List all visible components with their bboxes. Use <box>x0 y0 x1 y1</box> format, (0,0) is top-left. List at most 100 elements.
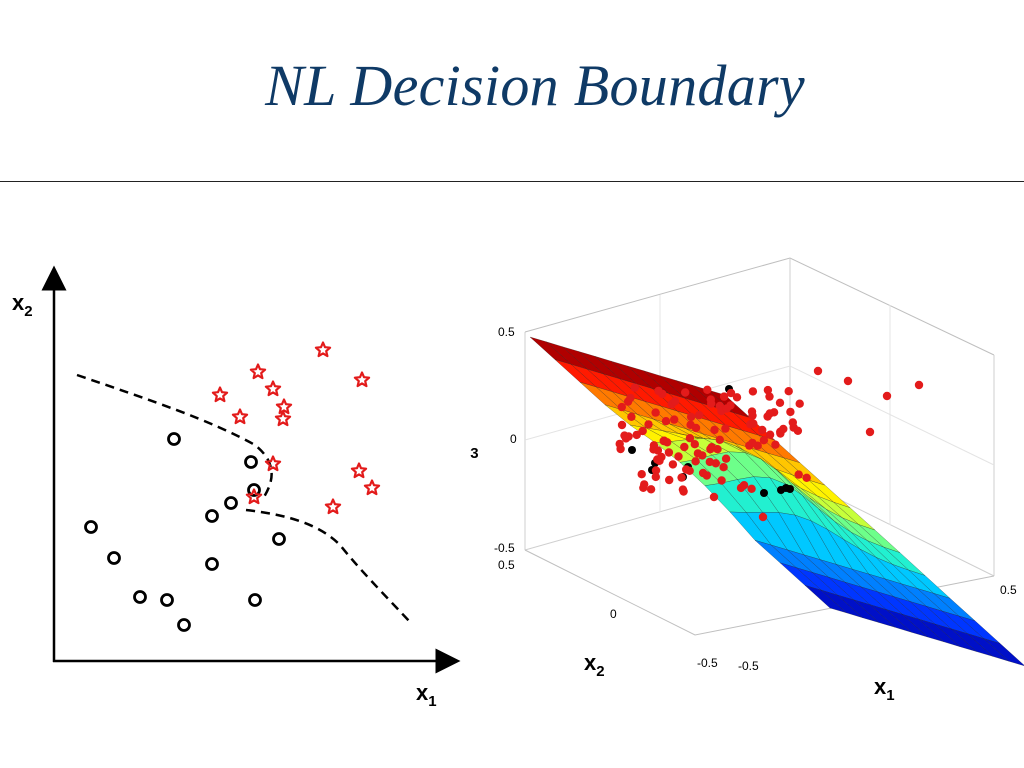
positive-3d-point <box>715 435 724 444</box>
circle-point <box>84 520 98 534</box>
positive-3d-point <box>758 512 768 522</box>
positive-3d-point <box>813 366 823 376</box>
positive-3d-point <box>914 380 924 390</box>
positive-3d-point <box>771 440 780 449</box>
positive-3d-point <box>670 397 680 406</box>
positive-3d-point <box>732 393 742 402</box>
right-x2-axis-label: x2 <box>584 650 605 680</box>
positive-3d-point <box>775 398 785 407</box>
circle-point <box>160 593 174 607</box>
star-point <box>264 455 282 472</box>
positive-3d-point <box>651 466 661 475</box>
positive-3d-point <box>630 383 639 392</box>
positive-3d-point <box>710 425 719 435</box>
positive-3d-point <box>722 404 731 413</box>
positive-3d-point <box>765 430 775 439</box>
right-x1-axis-label: x1 <box>874 674 895 700</box>
x2-tick-neg-0.5: -0.5 <box>697 656 718 670</box>
positive-3d-point <box>795 399 804 408</box>
positive-3d-point <box>843 376 853 386</box>
positive-3d-point <box>685 434 695 443</box>
positive-3d-point <box>719 463 728 472</box>
negative-3d-point <box>786 485 794 493</box>
left-x-axis-label: x1 <box>416 680 437 710</box>
positive-3d-point <box>721 454 731 463</box>
circle-point <box>248 593 262 607</box>
star-point <box>211 386 229 403</box>
positive-3d-point <box>670 415 679 424</box>
star-point <box>324 498 342 515</box>
decision-surface <box>529 336 1024 666</box>
decision-boundary-upper <box>76 373 273 501</box>
circle-point <box>224 496 238 510</box>
positive-3d-point <box>668 460 678 469</box>
star-point <box>264 380 282 397</box>
positive-3d-point <box>646 485 656 494</box>
3d-data-points <box>615 366 924 522</box>
positive-3d-point <box>651 408 660 417</box>
positive-3d-point <box>644 420 653 429</box>
positive-3d-point <box>779 424 788 434</box>
negative-class-points <box>84 432 286 632</box>
right-z-axis-label: x3 <box>470 432 479 462</box>
positive-3d-point <box>709 492 719 502</box>
positive-3d-point <box>739 481 749 490</box>
left-scatter-plot: x2 x1 <box>12 265 461 710</box>
positive-3d-point <box>693 449 703 458</box>
positive-3d-point <box>763 385 773 395</box>
positive-3d-point <box>654 386 663 396</box>
positive-3d-point <box>882 391 892 401</box>
star-point <box>275 398 293 415</box>
positive-3d-point <box>674 452 683 461</box>
positive-3d-point <box>632 430 641 440</box>
star-point <box>353 371 371 388</box>
positive-3d-point <box>748 387 758 396</box>
z-tick-neg-0.5: -0.5 <box>494 541 515 555</box>
circle-point <box>272 532 286 546</box>
circle-point <box>205 509 219 523</box>
positive-3d-point <box>721 424 730 433</box>
positive-3d-point <box>653 446 663 455</box>
x2-tick-0.5: 0.5 <box>498 558 515 572</box>
negative-3d-point <box>628 446 636 454</box>
surface-patch <box>983 638 1024 666</box>
circle-point <box>177 618 191 632</box>
star-point <box>363 479 381 496</box>
positive-3d-point <box>677 473 686 482</box>
positive-3d-point <box>664 448 674 457</box>
positive-3d-point <box>626 393 635 403</box>
positive-3d-point <box>706 444 715 454</box>
positive-3d-point <box>793 426 803 435</box>
positive-3d-point <box>680 442 689 452</box>
z-tick-0.5: 0.5 <box>498 325 515 339</box>
positive-3d-point <box>759 436 769 445</box>
positive-3d-point <box>802 473 811 482</box>
star-point <box>249 363 267 380</box>
positive-3d-point <box>865 427 875 437</box>
positive-3d-point <box>620 431 629 440</box>
z-tick-0: 0 <box>510 432 517 446</box>
right-3d-surface-plot: 0.5 0 -0.5 0.5 0 -0.5 -0.5 0.5 x3 x2 x1 <box>470 257 1024 700</box>
positive-3d-point <box>719 392 729 401</box>
star-point <box>245 488 263 505</box>
positive-3d-point <box>615 439 624 449</box>
circle-point <box>107 551 121 565</box>
circle-point <box>167 432 181 446</box>
circle-point <box>247 483 261 497</box>
positive-3d-point <box>758 425 767 435</box>
positive-3d-point <box>695 411 704 420</box>
x1-tick-neg-0.5: -0.5 <box>738 659 759 673</box>
positive-class-points <box>211 341 381 515</box>
positive-3d-point <box>765 409 774 418</box>
positive-3d-point <box>749 419 758 428</box>
positive-3d-point <box>691 457 700 466</box>
positive-3d-point <box>685 466 694 475</box>
positive-3d-point <box>657 452 666 462</box>
positive-3d-point <box>627 412 636 421</box>
positive-3d-point <box>748 438 757 448</box>
slide-title: NL Decision Boundary <box>265 53 805 118</box>
positive-3d-point <box>784 387 793 396</box>
positive-3d-point <box>726 388 736 398</box>
positive-3d-point <box>765 392 774 401</box>
positive-3d-point <box>691 423 701 433</box>
